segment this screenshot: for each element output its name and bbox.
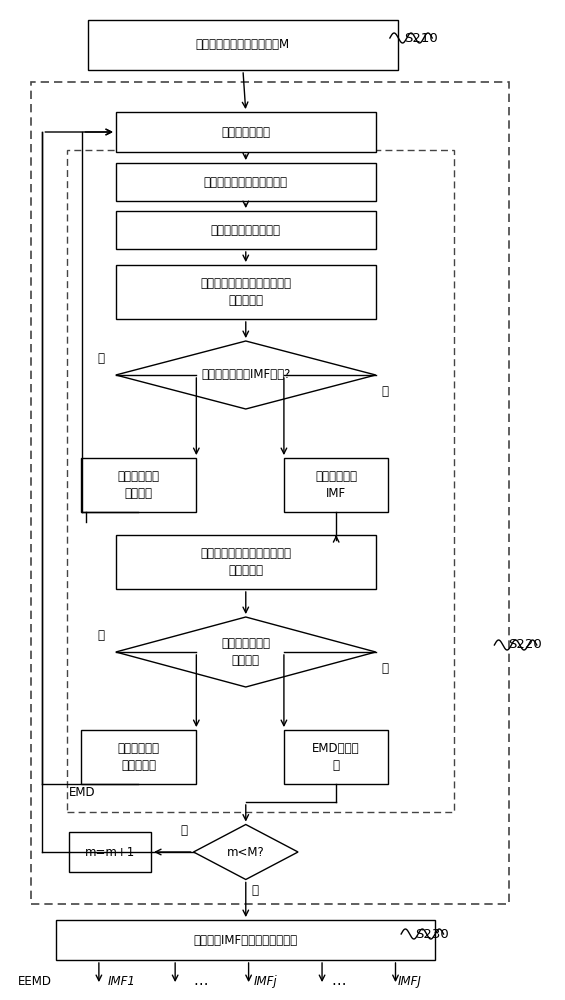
Text: 将残差信号替
代原始信号: 将残差信号替 代原始信号 — [118, 742, 159, 772]
Polygon shape — [116, 617, 376, 687]
Text: 计算上述IMF的均值为最终结果: 计算上述IMF的均值为最终结果 — [194, 934, 298, 946]
Text: 将新组分作为
原始信号: 将新组分作为 原始信号 — [118, 470, 159, 500]
Text: m<M?: m<M? — [227, 846, 264, 858]
Text: 计算包络均值与信号的差值并
作为新组分: 计算包络均值与信号的差值并 作为新组分 — [200, 277, 292, 307]
Text: 将新组分作为
IMF: 将新组分作为 IMF — [315, 470, 357, 500]
FancyBboxPatch shape — [69, 832, 151, 872]
Text: 计算上、下包络的均值: 计算上、下包络的均值 — [211, 224, 281, 236]
Text: 否: 否 — [251, 885, 258, 898]
FancyBboxPatch shape — [116, 163, 376, 201]
Text: 是: 是 — [381, 662, 388, 675]
FancyBboxPatch shape — [88, 20, 398, 70]
FancyBboxPatch shape — [116, 112, 376, 152]
FancyBboxPatch shape — [284, 730, 389, 784]
Text: 否: 否 — [98, 352, 105, 365]
FancyBboxPatch shape — [116, 265, 376, 319]
Text: 否: 否 — [98, 629, 105, 642]
Text: 寻找信号极值点: 寻找信号极值点 — [221, 125, 270, 138]
Text: S220: S220 — [508, 639, 542, 652]
Polygon shape — [193, 824, 298, 880]
FancyBboxPatch shape — [284, 458, 389, 512]
FancyBboxPatch shape — [81, 458, 197, 512]
FancyBboxPatch shape — [116, 211, 376, 249]
Text: IMFJ: IMFJ — [398, 975, 421, 988]
FancyBboxPatch shape — [56, 920, 435, 960]
Text: …: … — [193, 973, 208, 988]
Text: 是: 是 — [181, 824, 188, 837]
Text: EMD过程结
束: EMD过程结 束 — [312, 742, 360, 772]
Text: 是: 是 — [381, 385, 388, 398]
Text: 添加白噪声和设定集合数量M: 添加白噪声和设定集合数量M — [196, 38, 290, 51]
Text: EMD: EMD — [69, 786, 95, 798]
Text: IMF1: IMF1 — [107, 975, 136, 988]
FancyBboxPatch shape — [81, 730, 197, 784]
Text: 计算新组分与原始信号的差值
为残差信号: 计算新组分与原始信号的差值 为残差信号 — [200, 547, 292, 577]
Text: …: … — [332, 973, 346, 988]
Text: EEMD: EEMD — [18, 975, 52, 988]
Text: m=m+1: m=m+1 — [85, 846, 135, 858]
Text: 残差信号是否为
单调函数: 残差信号是否为 单调函数 — [221, 637, 270, 667]
Polygon shape — [116, 341, 376, 409]
Text: S230: S230 — [415, 928, 449, 940]
FancyBboxPatch shape — [116, 535, 376, 589]
Text: 获得信号的上包络和下包络: 获得信号的上包络和下包络 — [204, 176, 288, 188]
Text: IMFj: IMFj — [254, 975, 277, 988]
Text: 新组分是否满足IMF准则?: 新组分是否满足IMF准则? — [201, 368, 290, 381]
Text: S210: S210 — [404, 31, 438, 44]
